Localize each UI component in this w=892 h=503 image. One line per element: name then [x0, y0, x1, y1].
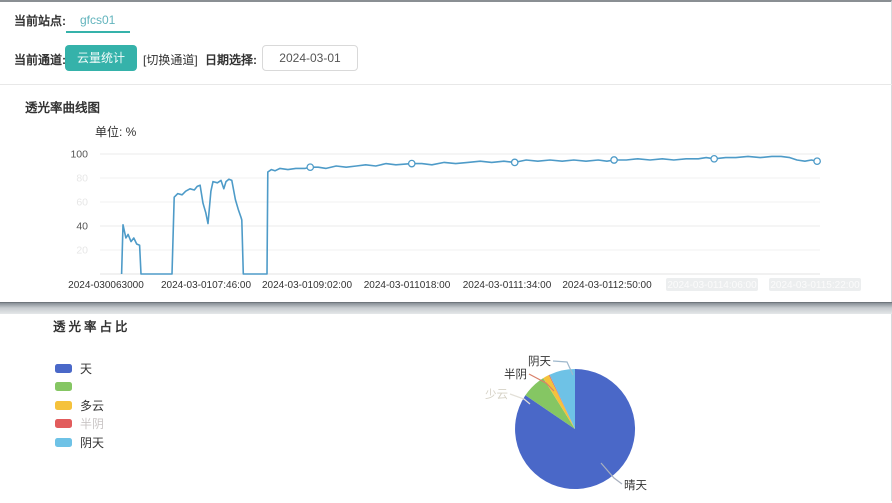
legend-swatch	[55, 419, 72, 429]
legend-swatch	[55, 382, 72, 392]
pie-callout-label: 少云	[485, 388, 508, 401]
svg-text:2024-03-0111:34:00: 2024-03-0111:34:00	[463, 280, 552, 291]
svg-text:2024-03-0114:06:00: 2024-03-0114:06:00	[667, 280, 757, 291]
legend-item[interactable]: 多云	[55, 396, 104, 415]
pie-callout-label: 阴天	[528, 355, 551, 368]
legend-item[interactable]: 阴天	[55, 433, 104, 452]
legend-item[interactable]: 半阴	[55, 415, 104, 434]
switch-channel-link[interactable]: [切换通道]	[143, 53, 198, 67]
pie-callout-label: 半阴	[504, 367, 527, 381]
header-divider	[0, 84, 892, 85]
transmittance-line-chart: 100 80 60 40 20 2024-030063000 2024-03-0107:46…	[68, 149, 861, 291]
pie-chart-title: 透光率占比	[53, 320, 131, 334]
current-channel-label: 当前通道:	[14, 53, 66, 67]
date-select-label: 日期选择:	[205, 53, 257, 67]
channel-button[interactable]: 云量统计	[65, 45, 137, 71]
legend-label: 阴天	[80, 435, 105, 450]
svg-text:80: 80	[76, 173, 88, 185]
legend-label: 半阴	[80, 417, 105, 432]
line-chart-title: 透光率曲线图	[25, 101, 101, 115]
date-picker-input[interactable]: 2024-03-01	[262, 45, 358, 71]
svg-text:20: 20	[76, 245, 88, 257]
svg-text:2024-030063000: 2024-030063000	[68, 280, 144, 291]
legend-item[interactable]	[55, 378, 104, 397]
svg-text:60: 60	[76, 197, 88, 209]
pie-slice-晴天[interactable]	[515, 369, 636, 489]
legend-swatch	[55, 437, 72, 447]
legend-label: 天	[80, 361, 93, 376]
pie-callout-label: 晴天	[624, 479, 647, 492]
site-tab-underline	[66, 31, 130, 33]
pie-slice-半阴[interactable]	[548, 374, 575, 429]
pie-legend: 天多云 半阴 阴天	[55, 359, 104, 452]
section-divider	[0, 302, 892, 314]
svg-text:2024-03-0107:46:00: 2024-03-0107:46:00	[161, 280, 252, 291]
legend-swatch	[55, 363, 72, 373]
pie-slice-少云[interactable]	[525, 378, 575, 429]
pie-slice-阴天[interactable]	[549, 369, 576, 429]
legend-item[interactable]: 天	[55, 359, 104, 378]
site-tab-gfcs01[interactable]: gfcs01	[80, 13, 116, 27]
svg-text:2024-03-0112:50:00: 2024-03-0112:50:00	[562, 280, 652, 291]
svg-text:100: 100	[70, 149, 88, 161]
svg-text:2024-03-011018:00: 2024-03-011018:00	[364, 280, 451, 291]
legend-swatch	[55, 400, 72, 410]
svg-text:2024-03-0115:22:00: 2024-03-0115:22:00	[770, 280, 860, 291]
line-chart-unit-label: 单位: %	[95, 125, 137, 139]
svg-text:40: 40	[76, 221, 88, 233]
current-site-label: 当前站点:	[14, 14, 66, 28]
legend-label: 多云	[80, 398, 105, 413]
svg-text:2024-03-0109:02:00: 2024-03-0109:02:00	[262, 280, 353, 291]
